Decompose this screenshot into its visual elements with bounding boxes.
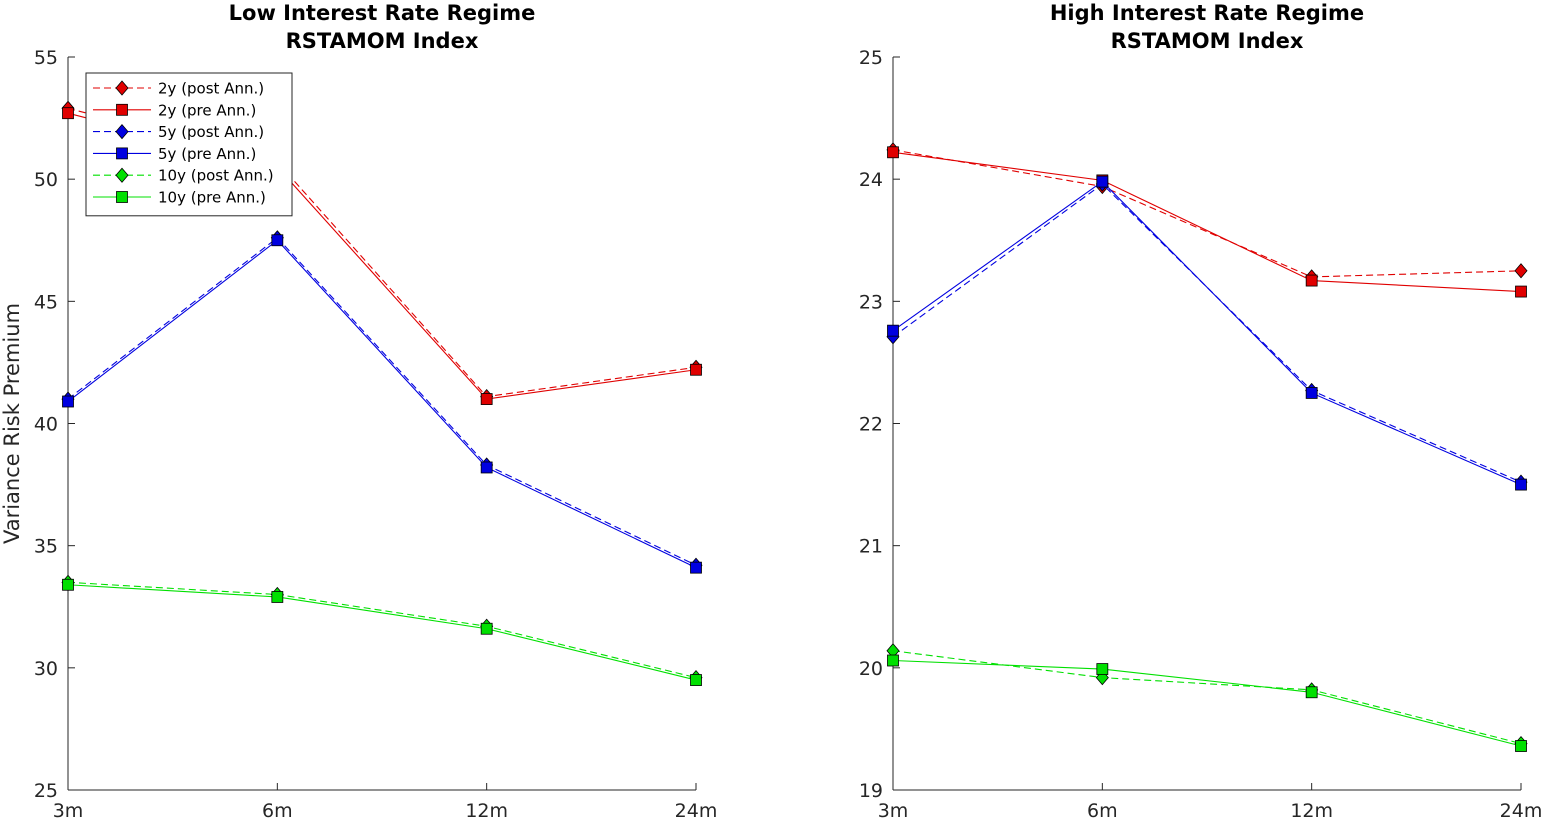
x-tick-label: 3m <box>53 800 84 822</box>
y-tick-label: 23 <box>859 291 883 313</box>
data-point <box>887 654 899 667</box>
chart-title-line: RSTAMOM Index <box>1111 29 1304 53</box>
data-point <box>1305 274 1318 287</box>
data-point <box>480 393 493 405</box>
data-point <box>690 363 702 376</box>
x-tick-label: 6m <box>1087 800 1118 822</box>
chart-title-line: RSTAMOM Index <box>286 29 479 53</box>
y-tick-label: 40 <box>34 414 58 436</box>
chart-1: 25 30 35 40 45 50 55 3m 6m 12m 24m Low Interest Rat… <box>0 1 717 822</box>
x-tick-label: 12m <box>465 800 508 822</box>
legend-marker <box>116 103 128 116</box>
y-tick-label: 55 <box>34 47 58 69</box>
data-point <box>62 578 74 591</box>
data-point <box>1096 175 1109 188</box>
legend-marker <box>115 123 129 140</box>
legend-label: 5y (pre Ann.) <box>158 145 256 163</box>
x-tick-label: 3m <box>878 800 909 822</box>
data-point <box>1305 387 1318 399</box>
legend-marker <box>116 147 128 160</box>
series-line <box>892 151 1522 293</box>
data-point <box>62 107 74 120</box>
legend-marker <box>116 191 128 203</box>
y-axis-label: Variance Risk Premium <box>0 303 24 544</box>
y-tick-label: 35 <box>34 536 58 558</box>
data-point <box>1515 285 1527 298</box>
x-tick-label: 24m <box>1500 800 1543 822</box>
legend-label: 5y (post Ann.) <box>158 123 264 141</box>
data-point <box>1515 478 1527 491</box>
data-point <box>1514 263 1528 279</box>
data-point <box>887 146 899 159</box>
y-tick-label: 25 <box>859 47 883 69</box>
x-tick-label: 6m <box>262 800 293 822</box>
data-point <box>480 461 493 474</box>
series-line <box>67 581 697 679</box>
y-tick-label: 25 <box>34 780 58 802</box>
series-line <box>892 650 1522 745</box>
series-line <box>67 239 697 569</box>
y-tick-label: 45 <box>34 291 58 313</box>
data-point <box>271 591 284 603</box>
legend: 2y (post Ann.) 2y (pre Ann.) 5y (post Ann.… <box>85 72 293 217</box>
series-2y-pre-ann- <box>887 146 1527 298</box>
legend-label: 2y (post Ann.) <box>158 80 264 98</box>
y-tick-label: 50 <box>34 169 58 191</box>
data-point <box>271 234 284 247</box>
y-tick-label: 24 <box>859 169 883 191</box>
data-point <box>480 622 493 635</box>
y-tick-label: 22 <box>859 414 883 436</box>
data-point <box>887 324 899 337</box>
series-line <box>892 180 1522 486</box>
series-line <box>67 237 697 566</box>
series-5y-post-ann- <box>886 176 1528 490</box>
series-line <box>892 149 1522 278</box>
legend-label: 2y (pre Ann.) <box>158 101 256 119</box>
data-point <box>1305 686 1318 699</box>
legend-label: 10y (pre Ann.) <box>158 189 266 207</box>
series-5y-pre-ann- <box>887 175 1527 491</box>
chart-title-line: Low Interest Rate Regime <box>229 1 536 25</box>
data-point <box>690 674 702 686</box>
x-tick-label: 12m <box>1290 800 1333 822</box>
y-tick-label: 21 <box>859 536 883 558</box>
data-point <box>690 561 702 574</box>
series-10y-post-ann- <box>61 574 703 686</box>
chart-2: 19 20 21 22 23 24 25 3m 6m 12m 24m High Interest Ra… <box>859 1 1543 822</box>
series-5y-pre-ann- <box>62 234 702 574</box>
series-line <box>892 183 1522 483</box>
y-tick-label: 30 <box>34 658 58 680</box>
series-5y-post-ann- <box>61 230 703 573</box>
legend-label: 10y (post Ann.) <box>158 167 274 185</box>
data-point <box>1096 663 1109 675</box>
data-point <box>1515 740 1527 752</box>
series-line <box>67 584 697 681</box>
legend-marker <box>115 167 129 183</box>
series-10y-pre-ann- <box>62 578 702 686</box>
x-tick-label: 24m <box>675 800 718 822</box>
series-line <box>892 659 1522 747</box>
y-tick-label: 20 <box>859 658 883 680</box>
series-10y-pre-ann- <box>887 654 1527 752</box>
series-10y-post-ann- <box>886 643 1528 752</box>
y-tick-label: 19 <box>859 780 883 802</box>
legend-marker <box>115 80 129 96</box>
chart-title-line: High Interest Rate Regime <box>1050 1 1364 25</box>
data-point <box>62 395 74 408</box>
